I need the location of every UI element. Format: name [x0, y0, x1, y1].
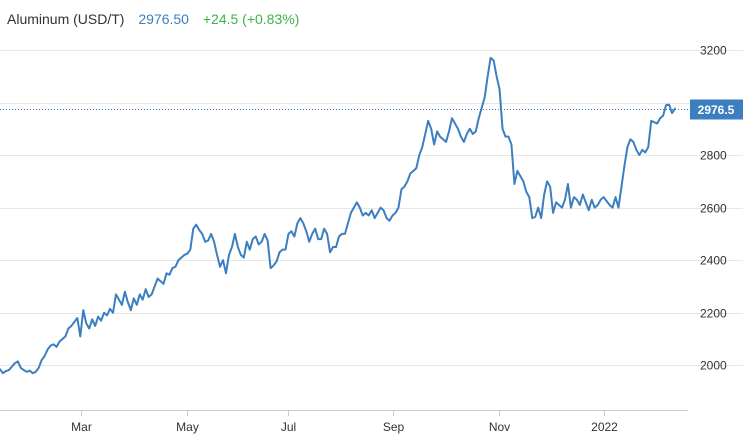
current-price: 2976.50	[138, 11, 189, 27]
y-tick-label: 3200	[700, 44, 727, 58]
x-tick-label: Sep	[383, 420, 405, 434]
chart-header: Aluminum (USD/T) 2976.50 +24.5 (+0.83%)	[7, 11, 309, 27]
y-tick-label: 2000	[700, 359, 727, 373]
y-tick-label: 2400	[700, 254, 727, 268]
series-group	[0, 56, 676, 375]
x-axis: Mar May Jul Sep Nov 2022	[0, 410, 688, 434]
x-tick-label: May	[176, 420, 199, 434]
x-tick-label: Nov	[489, 420, 510, 434]
y-tick-label: 2200	[700, 307, 727, 321]
y-axis: 2000 2200 2400 2600 2800 3200	[700, 44, 727, 373]
y-tick-label: 2600	[700, 202, 727, 216]
x-tick-label: Jul	[281, 420, 296, 434]
instrument-title: Aluminum (USD/T)	[7, 11, 125, 27]
last-value-badge	[690, 99, 743, 120]
last-value-label: 2976.5	[698, 103, 735, 117]
series-line-aluminum	[0, 56, 676, 375]
x-tick-label: Mar	[71, 420, 92, 434]
y-tick-label: 2800	[700, 149, 727, 163]
price-change: +24.5 (+0.83%)	[202, 11, 300, 27]
x-tick-label: 2022	[591, 420, 618, 434]
grid-lines	[0, 50, 743, 366]
last-value-marker: 2976.5	[0, 99, 743, 120]
